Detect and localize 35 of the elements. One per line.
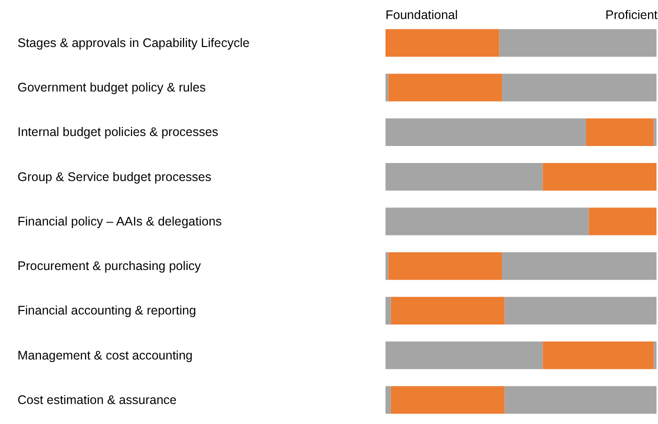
- bar: [504, 386, 656, 414]
- bar: [390, 296, 505, 325]
- annotation: Proficient: [605, 8, 658, 22]
- bar: [386, 296, 391, 325]
- bar: [654, 118, 656, 146]
- bar: [386, 208, 589, 236]
- bar: [542, 341, 654, 370]
- bar: [502, 74, 656, 102]
- y-tick-label: Stages & approvals in Capability Lifecycle: [18, 36, 250, 50]
- y-tick-label: Government budget policy & rules: [18, 80, 206, 95]
- y-tick-label: Financial policy – AAIs & delegations: [18, 214, 222, 228]
- y-tick-label: Management & cost accounting: [18, 348, 193, 362]
- bar: [502, 252, 656, 280]
- bar: [499, 29, 656, 57]
- bar: [586, 118, 654, 146]
- annotation: Foundational: [386, 8, 458, 22]
- bar: [588, 208, 656, 236]
- bar: [386, 74, 388, 102]
- bar: [654, 341, 656, 370]
- bar: [504, 296, 656, 325]
- bar: [386, 118, 586, 146]
- y-tick-label: Cost estimation & assurance: [18, 392, 177, 407]
- y-tick-label: Group & Service budget processes: [18, 170, 212, 184]
- bar: [386, 386, 391, 414]
- bar: [386, 252, 388, 280]
- bar: [388, 252, 502, 280]
- bar: [388, 74, 502, 102]
- y-tick-label: Financial accounting & reporting: [18, 304, 196, 318]
- y-tick-label: Internal budget policies & processes: [18, 125, 218, 140]
- bar: [386, 341, 543, 370]
- bar: [386, 162, 543, 191]
- bar: [390, 386, 505, 414]
- bar: [386, 29, 500, 57]
- y-tick-label: Procurement & purchasing policy: [18, 259, 202, 274]
- bar: [542, 162, 656, 191]
